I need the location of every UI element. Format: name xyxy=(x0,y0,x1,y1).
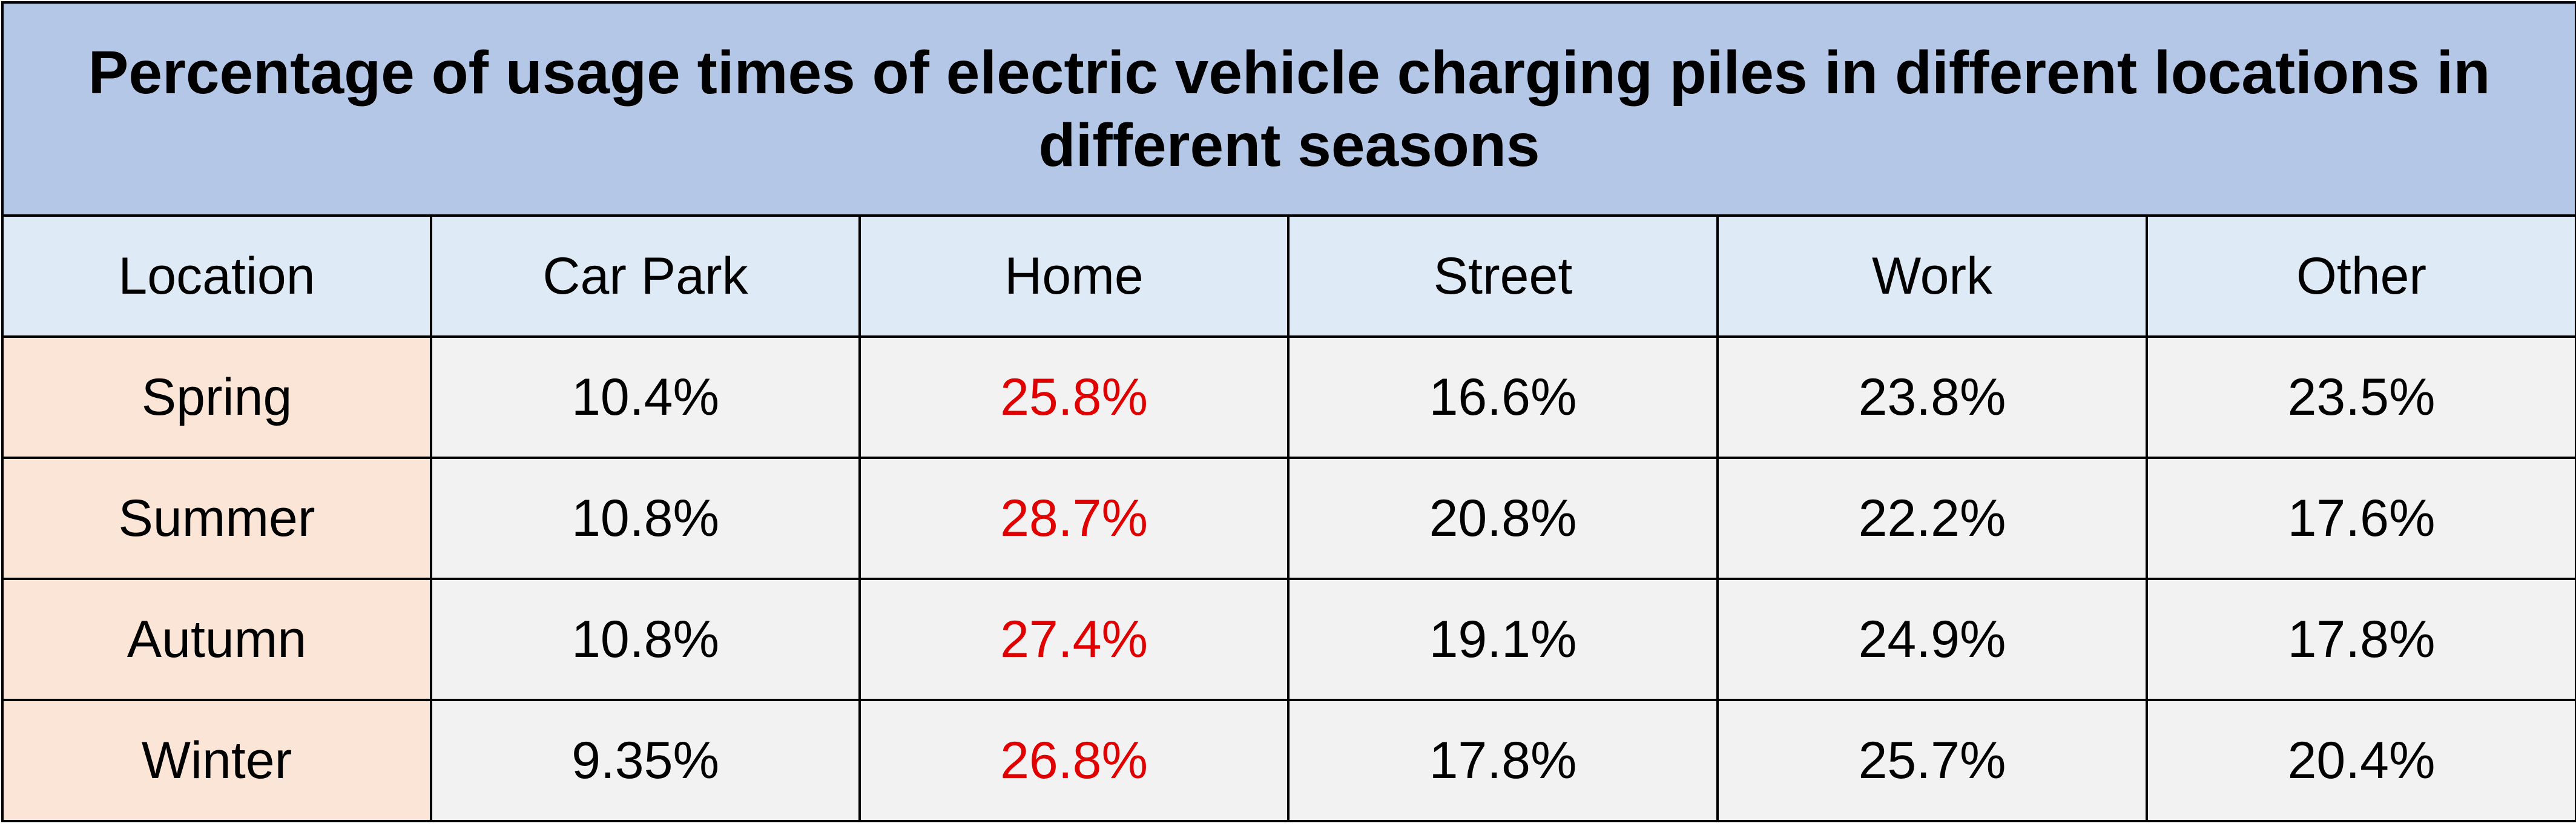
table-cell: 17.6% xyxy=(2145,457,2576,580)
table-cell: 24.9% xyxy=(1716,578,2148,701)
table-cell: 27.4% xyxy=(858,578,1290,701)
table-cell: 25.8% xyxy=(858,335,1290,459)
table-cell: 25.7% xyxy=(1716,699,2148,822)
table-cell: 17.8% xyxy=(2145,578,2576,701)
table-row: Winter 9.35% 26.8% 17.8% 25.7% 20.4% xyxy=(1,699,2576,822)
table-row: Autumn 10.8% 27.4% 19.1% 24.9% 17.8% xyxy=(1,578,2576,701)
table-cell: 23.5% xyxy=(2145,335,2576,459)
column-header-home: Home xyxy=(858,214,1290,338)
table-row: Spring 10.4% 25.8% 16.6% 23.8% 23.5% xyxy=(1,335,2576,459)
table-row: Summer 10.8% 28.7% 20.8% 22.2% 17.6% xyxy=(1,457,2576,580)
title-row: Percentage of usage times of electric ve… xyxy=(1,1,2576,217)
table-cell: 10.4% xyxy=(430,335,861,459)
row-label-spring: Spring xyxy=(1,335,432,459)
table-cell: 22.2% xyxy=(1716,457,2148,580)
table-cell: 17.8% xyxy=(1287,699,1719,822)
table-cell: 28.7% xyxy=(858,457,1290,580)
table-body: Spring 10.4% 25.8% 16.6% 23.8% 23.5% Summer 10.… xyxy=(1,335,2576,822)
column-header-car-park: Car Park xyxy=(430,214,861,338)
table-title: Percentage of usage times of electric ve… xyxy=(1,1,2576,217)
column-header-work: Work xyxy=(1716,214,2148,338)
column-header-other: Other xyxy=(2145,214,2576,338)
row-label-winter: Winter xyxy=(1,699,432,822)
row-label-autumn: Autumn xyxy=(1,578,432,701)
table-cell: 16.6% xyxy=(1287,335,1719,459)
table-cell: 20.8% xyxy=(1287,457,1719,580)
table-cell: 10.8% xyxy=(430,457,861,580)
table-cell: 9.35% xyxy=(430,699,861,822)
column-header-street: Street xyxy=(1287,214,1719,338)
header-row: Location Car Park Home Street Work Other xyxy=(1,214,2576,338)
table-cell: 23.8% xyxy=(1716,335,2148,459)
table-cell: 26.8% xyxy=(858,699,1290,822)
row-label-summer: Summer xyxy=(1,457,432,580)
column-header-location: Location xyxy=(1,214,432,338)
table-cell: 20.4% xyxy=(2145,699,2576,822)
table-cell: 10.8% xyxy=(430,578,861,701)
table-cell: 19.1% xyxy=(1287,578,1719,701)
